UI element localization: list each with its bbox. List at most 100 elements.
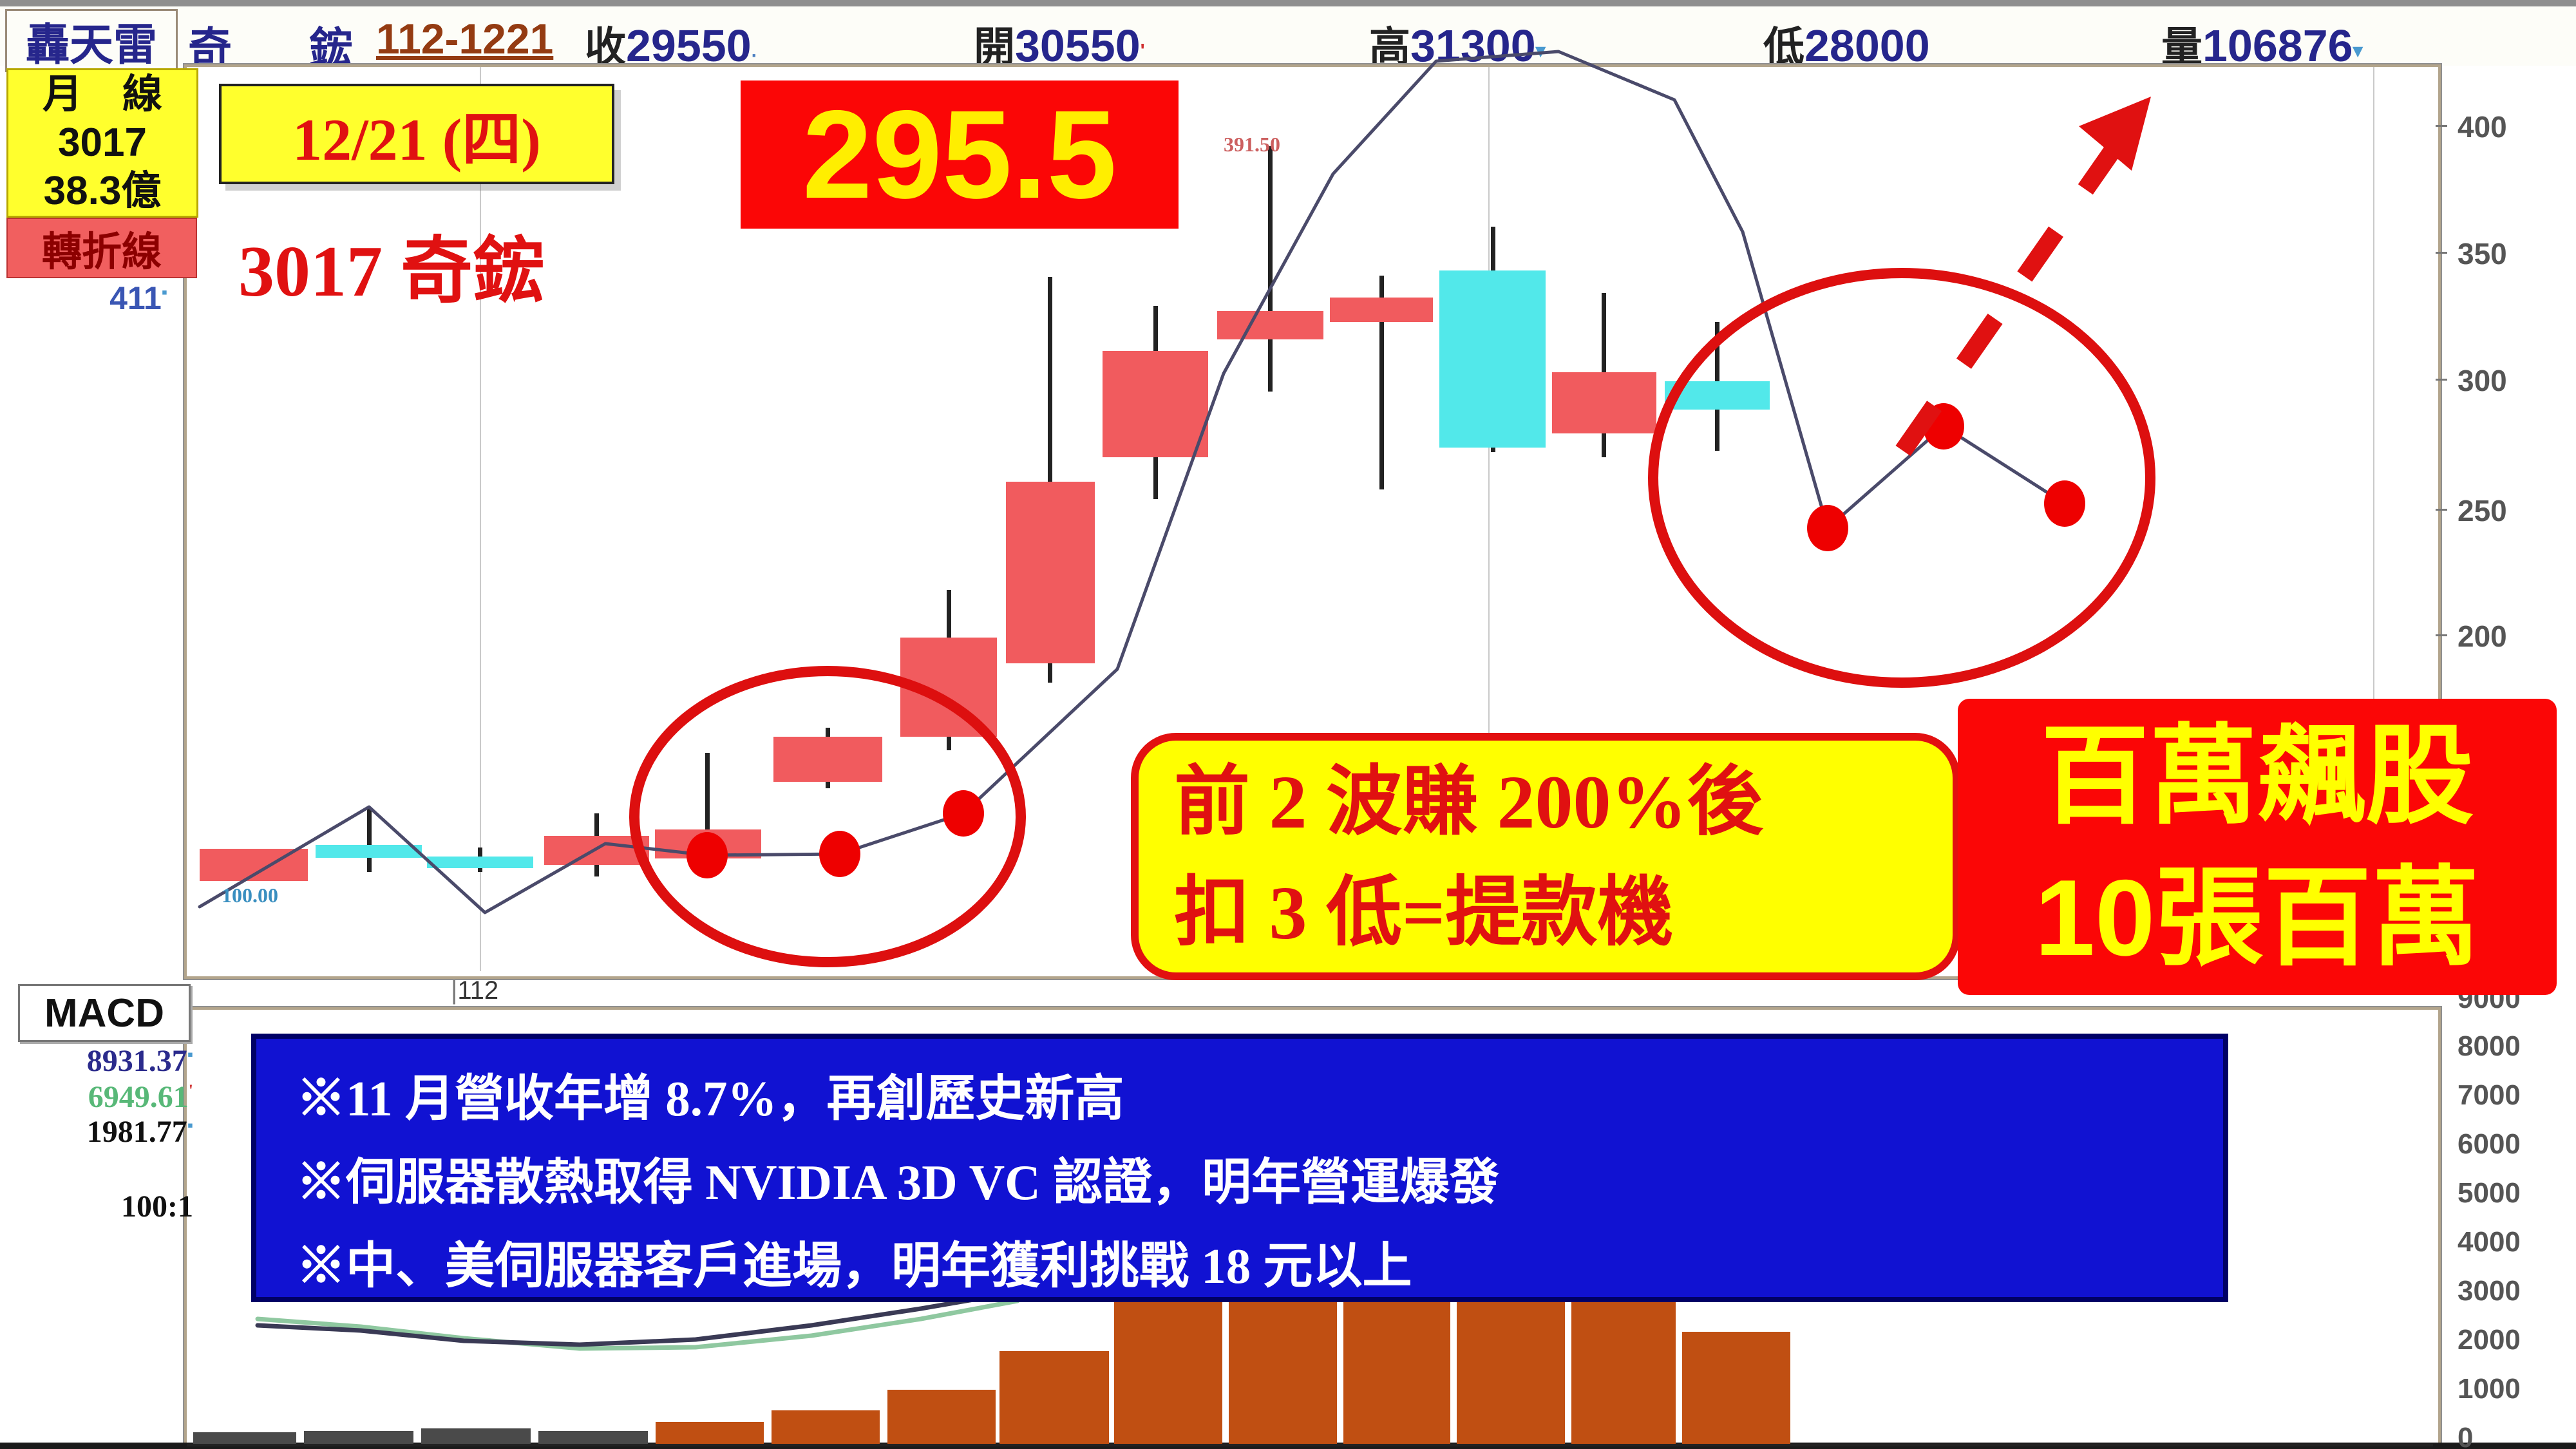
header-bar: 轟天雷 奇 鋐 112-1221 收29550. 開30550' 高31300▾…	[0, 6, 2576, 73]
volume-mark: ▾	[2353, 40, 2363, 62]
candle-body	[1103, 351, 1208, 457]
macd-title-box[interactable]: MACD	[18, 984, 191, 1042]
candle-wick	[367, 807, 372, 872]
volume-axis: 9000 8000 7000 6000 5000 4000 3000 2000 1000 0	[2450, 0, 2576, 1449]
sidebar-market-cap: 38.3億	[43, 169, 162, 214]
pivot-dot	[943, 790, 984, 837]
sidebar-indicator-value: 411▪	[109, 280, 167, 316]
candle-wick	[1048, 277, 1052, 683]
volume-bar	[887, 1390, 996, 1444]
stat-open: 開30550'	[974, 21, 1145, 71]
sidebar-indicator-badge[interactable]: 轉折線	[6, 218, 197, 278]
macd-dif-value: 8931.37▪	[86, 1044, 193, 1078]
stat-high: 高31300▾	[1369, 21, 1546, 71]
volume-baseline	[187, 1444, 2433, 1446]
high-mark: ▾	[1535, 40, 1546, 62]
dif-mark: ▪	[187, 1045, 193, 1064]
open-mark: '	[1140, 40, 1145, 62]
news-box: ※11 月營收年增 8.7%，再創歷史新高 ※伺服器散熱取得 NVIDIA 3D…	[251, 1034, 2228, 1302]
promo-line-2: 10張百萬	[2034, 857, 2480, 978]
promo-line-1: 百萬飆股	[2041, 715, 2474, 837]
candle-body	[1552, 372, 1656, 433]
candle-wick	[1268, 146, 1273, 392]
volume-tick-label: 3000	[2458, 1275, 2521, 1307]
date-callout-box: 12/21 (四)	[219, 84, 614, 184]
macd-title: MACD	[44, 990, 164, 1036]
stat-low: 低28000	[1763, 21, 1930, 71]
volume-tick-label: 7000	[2458, 1079, 2521, 1111]
macd-macd-value: 6949.61'	[88, 1080, 193, 1114]
news-line-1: ※11 月營收年增 8.7%，再創歷史新高	[296, 1071, 1124, 1126]
strategy-line-2: 扣 3 低=提款機	[1174, 871, 1674, 955]
brand-name: 轟天雷	[25, 20, 157, 70]
zigzag-line	[198, 50, 2067, 914]
price-tick-mark	[2436, 125, 2447, 127]
price-tick-mark	[2436, 379, 2447, 381]
x-axis-year-label: |112	[451, 976, 499, 1005]
promo-box: 百萬飆股 10張百萬	[1958, 699, 2557, 995]
current-price-box: 295.5	[741, 80, 1179, 229]
sidebar-period: 月 線	[42, 71, 162, 117]
volume-bar	[1457, 1294, 1565, 1444]
volume-bar	[1114, 1294, 1222, 1444]
early-volume-bar	[193, 1432, 296, 1444]
pivot-dot	[819, 831, 860, 877]
sidebar-indicator-name: 轉折線	[41, 230, 162, 274]
price-tick-label: 350	[2458, 237, 2507, 270]
volume-bar	[772, 1410, 880, 1444]
chart-gridline	[480, 67, 481, 971]
price-tick-label: 400	[2458, 110, 2507, 144]
volume-tick-label: 6000	[2458, 1128, 2521, 1160]
volume-tick-label: 0	[2458, 1422, 2474, 1449]
sidebar-stock-code: 3017	[58, 120, 147, 165]
header-date-code: 112-1221	[376, 15, 554, 62]
volume-bar	[1229, 1294, 1337, 1444]
macd-mark: '	[188, 1081, 193, 1100]
volume-bar	[1682, 1332, 1790, 1444]
strategy-callout-box: 前 2 波賺 200%後 扣 3 低=提款機	[1131, 733, 1960, 980]
news-line-3: ※中、美伺服器客戶進場，明年獲利挑戰 18 元以上	[296, 1238, 1412, 1294]
candle-body	[1006, 482, 1095, 663]
candle-body	[427, 857, 533, 868]
volume-tick-label: 2000	[2458, 1324, 2521, 1356]
volume-tick-label: 1000	[2458, 1373, 2521, 1405]
news-line-2: ※伺服器散熱取得 NVIDIA 3D VC 認證，明年營運爆發	[296, 1155, 1500, 1210]
sidebar-stock-info: 月 線 3017 38.3億	[6, 68, 198, 218]
trend-arrow-head	[2079, 97, 2151, 171]
pivot-dot	[2044, 480, 2085, 527]
candle-wick	[705, 753, 710, 863]
osc-mark: ▪	[187, 1116, 193, 1135]
stock-id-label: 3017 奇鋐	[238, 232, 545, 312]
candle-body	[1217, 311, 1323, 339]
close-mark: .	[751, 40, 757, 62]
candle-wick	[1379, 276, 1384, 489]
price-tick-mark	[2436, 634, 2447, 636]
peak-price-label: 391.50	[1224, 133, 1280, 156]
candle-body	[1330, 298, 1433, 322]
strategy-line-1: 前 2 波賺 200%後	[1174, 760, 1763, 844]
date-callout-text: 12/21 (四)	[292, 106, 541, 173]
volume-tick-label: 4000	[2458, 1226, 2521, 1258]
low-price-label: 100.00	[222, 884, 278, 907]
left-highlight-circle	[629, 666, 1026, 967]
right-highlight-circle	[1648, 268, 2155, 688]
price-tick-label: 200	[2458, 620, 2507, 653]
chart-gridline	[1488, 67, 1490, 971]
current-price-value: 295.5	[802, 84, 1117, 225]
price-tick-label: 300	[2458, 364, 2507, 397]
macd-signal-line	[255, 1298, 1020, 1351]
price-tick-mark	[2436, 252, 2447, 254]
volume-tick-label: 8000	[2458, 1030, 2521, 1062]
stat-close: 收29550.	[585, 21, 757, 71]
indicator-value-mark: ▪	[161, 282, 167, 302]
volume-bar	[1571, 1294, 1676, 1444]
pivot-dot	[687, 832, 728, 878]
price-tick-label: 250	[2458, 494, 2507, 527]
price-tick-mark	[2436, 509, 2447, 511]
volume-bar	[656, 1422, 764, 1444]
macd-osc-value: 1981.77▪	[86, 1115, 193, 1149]
macd-scale: 100:1	[121, 1189, 193, 1224]
volume-tick-label: 5000	[2458, 1177, 2521, 1209]
